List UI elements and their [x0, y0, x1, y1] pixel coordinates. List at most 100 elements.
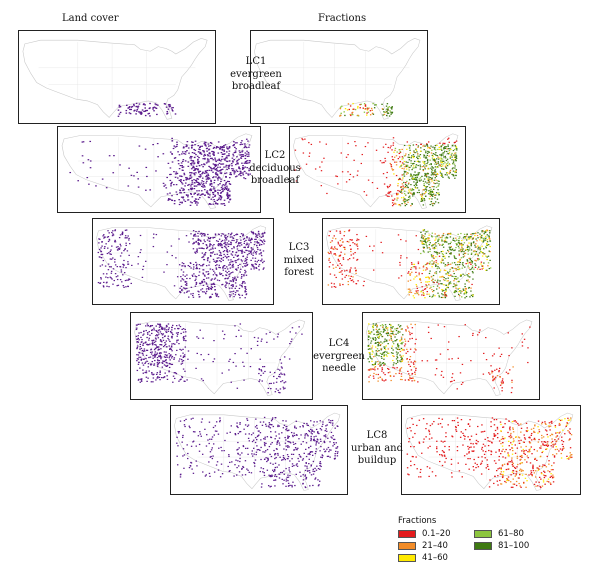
map-pixel — [195, 180, 198, 182]
map-pixel — [143, 348, 146, 350]
map-pixel — [113, 155, 115, 157]
map-pixel — [158, 352, 161, 355]
map-pixel — [174, 328, 176, 330]
map-pixel — [262, 268, 264, 270]
map-pixel — [413, 351, 415, 353]
map-pixel — [433, 182, 435, 184]
map-pixel — [491, 355, 494, 357]
map-pixel — [201, 233, 204, 235]
us-outline — [134, 319, 306, 396]
map-pixel — [233, 278, 235, 280]
map-pixel — [179, 201, 182, 203]
map-pixel — [219, 189, 221, 192]
map-pixel — [225, 274, 228, 277]
map-pixel — [320, 429, 323, 431]
map-pixel — [460, 243, 463, 245]
map-pixel — [243, 146, 246, 149]
map-pixel — [442, 255, 444, 258]
map-pixel — [251, 455, 254, 457]
map-pixel — [463, 289, 465, 291]
map-pixel — [289, 474, 291, 477]
map-pixel — [196, 465, 198, 467]
map-pixel — [228, 195, 231, 197]
map-pixel — [466, 291, 468, 294]
map-pixel — [242, 166, 244, 169]
map-pixel — [435, 175, 438, 177]
map-pixel — [457, 277, 459, 279]
map-pixel — [416, 174, 418, 177]
map-pixel — [436, 166, 438, 168]
map-pixel — [158, 360, 161, 362]
map-pixel — [203, 143, 206, 145]
map-pixel — [176, 333, 179, 335]
map-pixel — [224, 172, 226, 175]
map-pixel — [423, 243, 425, 245]
map-pixel — [200, 247, 202, 249]
map-pixel — [350, 254, 352, 256]
map-pixel — [423, 162, 425, 164]
map-pixel — [387, 106, 389, 109]
map-pixel — [206, 150, 208, 152]
map-pixel — [400, 257, 402, 259]
map-pixel — [505, 371, 508, 373]
map-pixel — [475, 260, 477, 262]
map-pixel — [415, 183, 417, 185]
map-pixel — [469, 268, 471, 271]
map-pixel — [425, 276, 427, 279]
map-pixel — [203, 258, 205, 261]
map-pixel — [427, 173, 430, 175]
map-pixel — [391, 199, 394, 201]
map-pixel — [251, 450, 254, 452]
map-pixel — [219, 417, 221, 419]
map-pixel — [480, 235, 483, 237]
map-pixel — [447, 145, 449, 148]
map-pixel — [379, 344, 382, 347]
map-pixel — [371, 347, 373, 349]
map-pixel — [309, 451, 312, 454]
map-pixel — [268, 426, 270, 428]
map-pixel — [257, 242, 259, 244]
map-pixel — [260, 255, 263, 257]
map-pixel — [262, 233, 264, 235]
map-pixel — [464, 324, 466, 326]
map-pixel — [450, 282, 452, 285]
map-pixel — [221, 156, 224, 158]
map-pixel — [427, 179, 430, 182]
map-pixel — [168, 371, 170, 373]
map-pixel — [223, 188, 226, 191]
map-pixel — [334, 253, 336, 255]
map-pixel — [222, 184, 225, 186]
map-pixel — [451, 358, 453, 360]
map-pixel — [210, 295, 212, 298]
map-pixel — [442, 163, 445, 165]
map-pixel — [410, 165, 413, 167]
map-pixel — [398, 326, 401, 328]
map-pixel — [135, 113, 137, 115]
map-pixel — [479, 329, 481, 331]
map-pixel — [207, 149, 210, 151]
map-pixel — [191, 144, 194, 146]
map-pixel — [304, 138, 306, 140]
map-pixel — [231, 157, 234, 159]
map-pixel — [474, 234, 476, 237]
map-pixel — [245, 263, 247, 265]
map-pixel — [158, 362, 161, 364]
map-pixel — [163, 271, 165, 273]
map-pixel — [412, 193, 414, 195]
map-pixel — [377, 331, 380, 333]
map-pixel — [403, 345, 406, 347]
map-pixel — [339, 106, 342, 108]
map-pixel — [479, 247, 482, 250]
map-pixel — [411, 193, 413, 195]
map-pixel — [470, 245, 472, 247]
lc1-line2: broadleaf — [231, 81, 281, 92]
map-pixel — [175, 171, 178, 173]
map-pixel — [447, 249, 449, 251]
map-pixel — [223, 166, 225, 168]
map-pixel — [462, 253, 465, 255]
map-pixel — [149, 102, 151, 105]
map-pixel — [305, 478, 307, 480]
map-pixel — [323, 441, 326, 444]
map-pixel — [430, 275, 433, 278]
map-pixel — [270, 475, 272, 478]
